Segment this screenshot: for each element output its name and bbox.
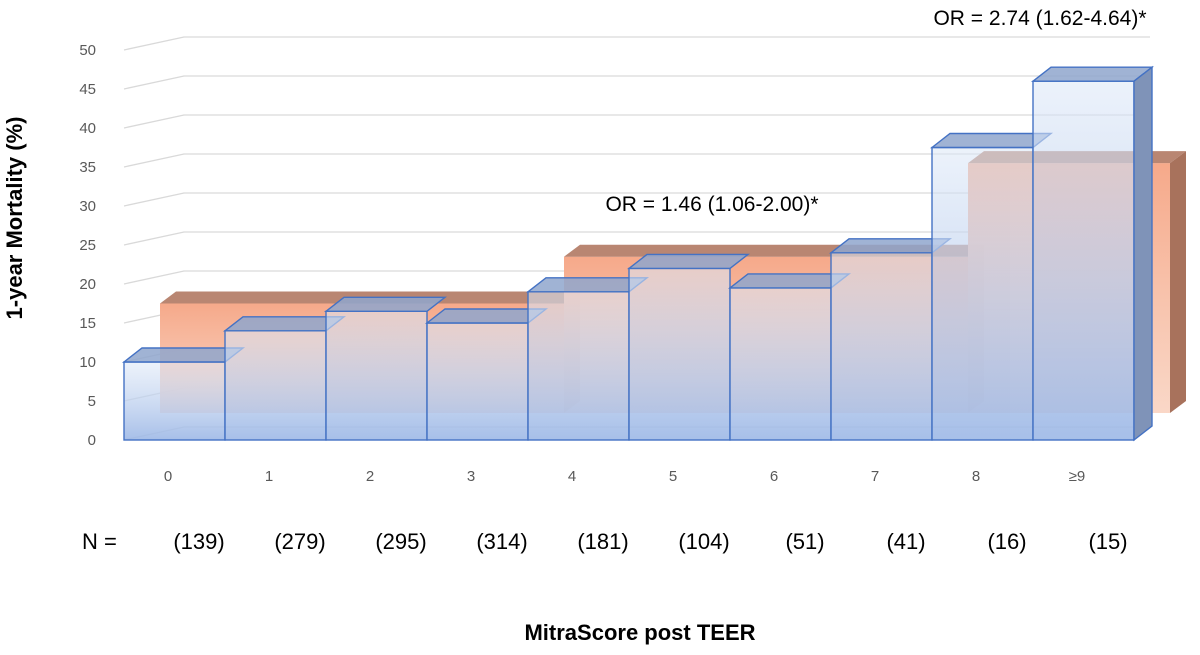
x-tick-label-4: 4: [568, 468, 576, 485]
bar-front-0: [123, 361, 226, 441]
x-tick-label-6: 6: [770, 468, 778, 485]
bar-2: [323, 296, 448, 441]
x-tick-label-9: ≥9: [1069, 468, 1086, 485]
bar-front-8: [931, 146, 1034, 441]
x-tick-label-0: 0: [164, 468, 172, 485]
x-axis-title: MitraScore post TEER: [524, 620, 755, 645]
y-axis-title: 1-year Mortality (%): [2, 117, 27, 320]
bar-top-5: [626, 253, 751, 270]
y-tick-label-4: 20: [79, 276, 96, 293]
x-tick-label-1: 1: [265, 468, 273, 485]
bar-1: [222, 316, 347, 441]
bars-layer: [121, 65, 1155, 442]
bar-front-7: [830, 252, 933, 441]
grid-line-9: [123, 75, 1150, 90]
grid-line-8: [123, 114, 1150, 129]
y-tick-label-7: 35: [79, 159, 96, 176]
y-tick-label-6: 30: [79, 198, 96, 215]
bar-6: [727, 273, 852, 441]
grid-line-7: [123, 153, 1150, 168]
n-value-5: (104): [678, 529, 729, 554]
n-value-7: (41): [886, 529, 925, 554]
y-tick-label-0: 0: [88, 432, 96, 449]
x-tick-label-3: 3: [467, 468, 475, 485]
n-value-9: (15): [1088, 529, 1127, 554]
y-tick-label-10: 50: [79, 42, 96, 59]
bar-5: [626, 253, 751, 441]
bar-side-9: [1133, 65, 1153, 442]
y-tick-label-1: 5: [88, 393, 96, 410]
grid-line-6: [123, 192, 1150, 207]
y-tick-label-9: 45: [79, 81, 96, 98]
bar-top-9: [1030, 66, 1155, 82]
x-tick-label-5: 5: [669, 468, 677, 485]
y-tick-label-5: 25: [79, 237, 96, 254]
x-tick-label-7: 7: [871, 468, 879, 485]
n-value-4: (181): [577, 529, 628, 554]
y-tick-label-2: 10: [79, 354, 96, 371]
bar-front-5: [628, 267, 731, 441]
n-value-0: (139): [173, 529, 224, 554]
x-tick-label-2: 2: [366, 468, 374, 485]
n-value-6: (51): [785, 529, 824, 554]
bar-front-3: [426, 322, 529, 441]
bar-9: [1030, 65, 1155, 442]
bar-7: [828, 238, 953, 441]
bar-front-6: [729, 287, 832, 441]
n-prefix-label: N =: [82, 529, 117, 554]
bar-4: [525, 277, 650, 441]
n-value-2: (295): [375, 529, 426, 554]
bar-3: [424, 308, 549, 441]
bar-front-4: [527, 291, 630, 441]
bar-top-2: [323, 296, 448, 312]
group-bar-side-2: [1170, 151, 1186, 413]
bar-8: [929, 132, 1054, 441]
odds-ratio-annotation-1: OR = 2.74 (1.62-4.64)*: [933, 7, 1146, 30]
n-value-8: (16): [987, 529, 1026, 554]
bar-0: [121, 347, 246, 441]
odds-ratio-annotation-0: OR = 1.46 (1.06-2.00)*: [605, 193, 818, 216]
grid-line-5: [123, 231, 1150, 246]
n-value-1: (279): [274, 529, 325, 554]
n-value-3: (314): [476, 529, 527, 554]
bar-front-9: [1032, 80, 1135, 441]
labels-layer: 051015202530354045500(139)1(279)2(295)3(…: [79, 7, 1146, 554]
x-tick-label-8: 8: [972, 468, 980, 485]
y-tick-label-8: 40: [79, 120, 96, 137]
y-tick-label-3: 15: [79, 315, 96, 332]
grid-line-10: [123, 36, 1150, 51]
bar-front-2: [325, 310, 428, 441]
bar-front-1: [224, 330, 327, 441]
